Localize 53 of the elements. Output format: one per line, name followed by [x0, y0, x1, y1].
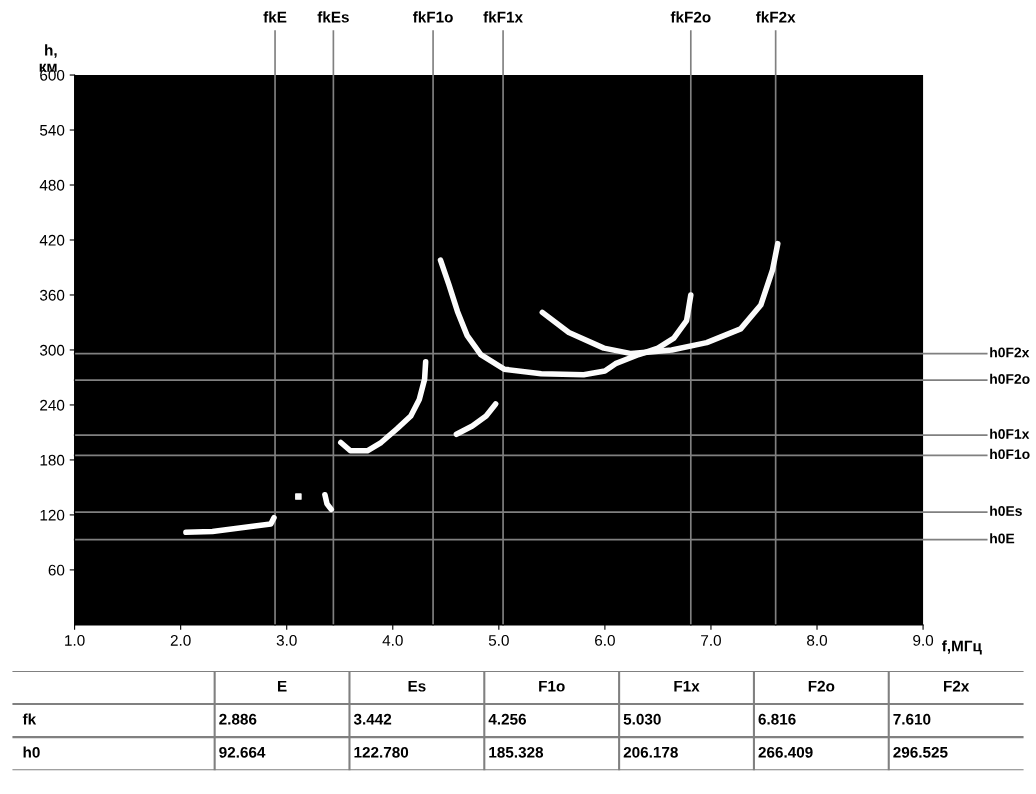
x-tick-label: 9.0 — [913, 635, 934, 646]
category-label: E — [277, 680, 287, 692]
ref-line-label: fkEs — [317, 11, 349, 23]
ref-line-label: h0F1o — [990, 448, 1030, 460]
text: 3.442 — [353, 713, 392, 725]
y-tick-label: 420 — [39, 234, 65, 246]
y-tick-label: 480 — [39, 179, 65, 191]
ref-line-label: h0F2o — [990, 373, 1030, 384]
ref-line-label: h0F2x — [990, 347, 1030, 358]
category-label: fk — [22, 713, 37, 725]
text: 92.664 — [219, 746, 266, 758]
x-tick-label: 1.0 — [65, 635, 85, 646]
y-tick-label: 540 — [39, 124, 65, 136]
y-tick-label: 180 — [40, 454, 65, 466]
y-tick-label: 360 — [39, 289, 65, 301]
category-label: Es — [408, 680, 426, 692]
category-label: F1x — [674, 680, 700, 692]
text: 122.780 — [354, 746, 409, 758]
ref-line-label: h0E — [990, 533, 1015, 544]
category-label: h0 — [23, 746, 40, 758]
text: 7.610 — [893, 713, 931, 725]
x-tick-label: 3.0 — [276, 635, 297, 646]
ref-line-label: h0F1x — [990, 428, 1030, 439]
category-label: F1o — [539, 680, 565, 692]
ref-line-label: fkF2x — [755, 11, 796, 23]
y-tick-label: 60 — [48, 564, 65, 576]
y-tick-label: 120 — [40, 509, 65, 521]
text: 6.816 — [758, 713, 796, 725]
text: 2.886 — [219, 713, 257, 725]
text: 4.256 — [488, 713, 527, 725]
x-axis-title: f,МГц — [942, 640, 982, 655]
text: 206.178 — [623, 746, 678, 758]
y-axis-title: h, км — [39, 44, 57, 72]
y-tick-label: 600 — [40, 69, 65, 81]
x-tick-label: 7.0 — [701, 635, 721, 646]
text: 5.030 — [623, 713, 661, 725]
x-tick-label: 8.0 — [807, 635, 828, 646]
ref-line-label: h0Es — [990, 505, 1022, 516]
ref-line-label: fkE — [263, 11, 287, 23]
text: 185.328 — [489, 746, 544, 758]
category-label: F2o — [808, 680, 835, 692]
y-tick-label: 240 — [40, 399, 65, 411]
text: 296.525 — [893, 746, 948, 758]
x-tick-label: 5.0 — [488, 635, 509, 646]
x-tick-label: 2.0 — [170, 635, 191, 646]
ref-line-label: fkF1x — [483, 11, 523, 23]
text: 266.409 — [758, 746, 813, 758]
x-tick-label: 6.0 — [595, 635, 615, 646]
x-tick-label: 4.0 — [382, 635, 403, 646]
ref-line-label: fkF1o — [412, 11, 453, 23]
category-label: F2x — [944, 680, 970, 692]
y-tick-label: 300 — [39, 344, 65, 356]
ref-line-label: fkF2o — [670, 11, 711, 23]
